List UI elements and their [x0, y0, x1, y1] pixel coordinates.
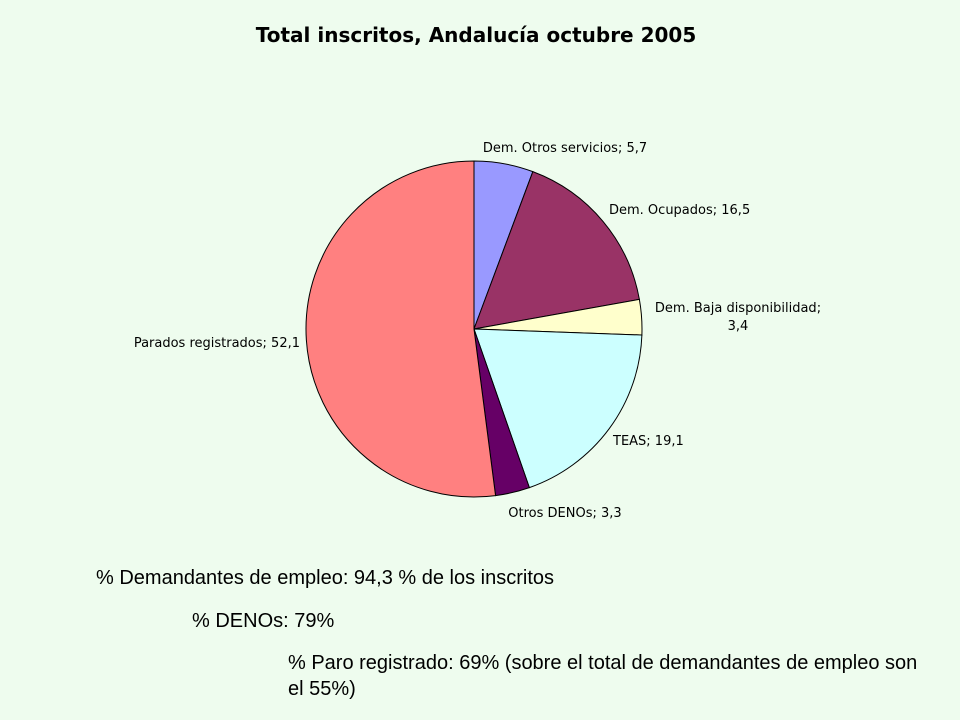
slice-label: Dem. Otros servicios; 5,7 — [483, 141, 647, 156]
slice-label: Parados registrados; 52,1 — [134, 336, 300, 351]
pie-slice — [473, 170, 640, 330]
slice-label: Dem. Ocupados; 16,5 — [609, 203, 750, 218]
slice-label: Dem. Baja disponibilidad; 3,4 — [655, 301, 821, 334]
note-demandantes: % Demandantes de empleo: 94,3 % de los i… — [96, 567, 555, 589]
chart-title: Total inscritos, Andalucía octubre 2005 — [256, 23, 697, 47]
slice-label: TEAS; 19,1 — [612, 434, 684, 449]
pie-slices — [305, 160, 643, 498]
pie-labels: Dem. Otros servicios; 5,7 Dem. Ocupados; … — [134, 141, 821, 521]
pie-slice — [305, 160, 497, 498]
note-paro-registrado: % Paro registrado: 69% (sobre el total d… — [288, 652, 918, 700]
pie-chart: Total inscritos, Andalucía octubre 2005 … — [134, 23, 821, 521]
slice-label: Otros DENOs; 3,3 — [508, 506, 621, 521]
note-denos: % DENOs: 79% — [192, 610, 335, 632]
